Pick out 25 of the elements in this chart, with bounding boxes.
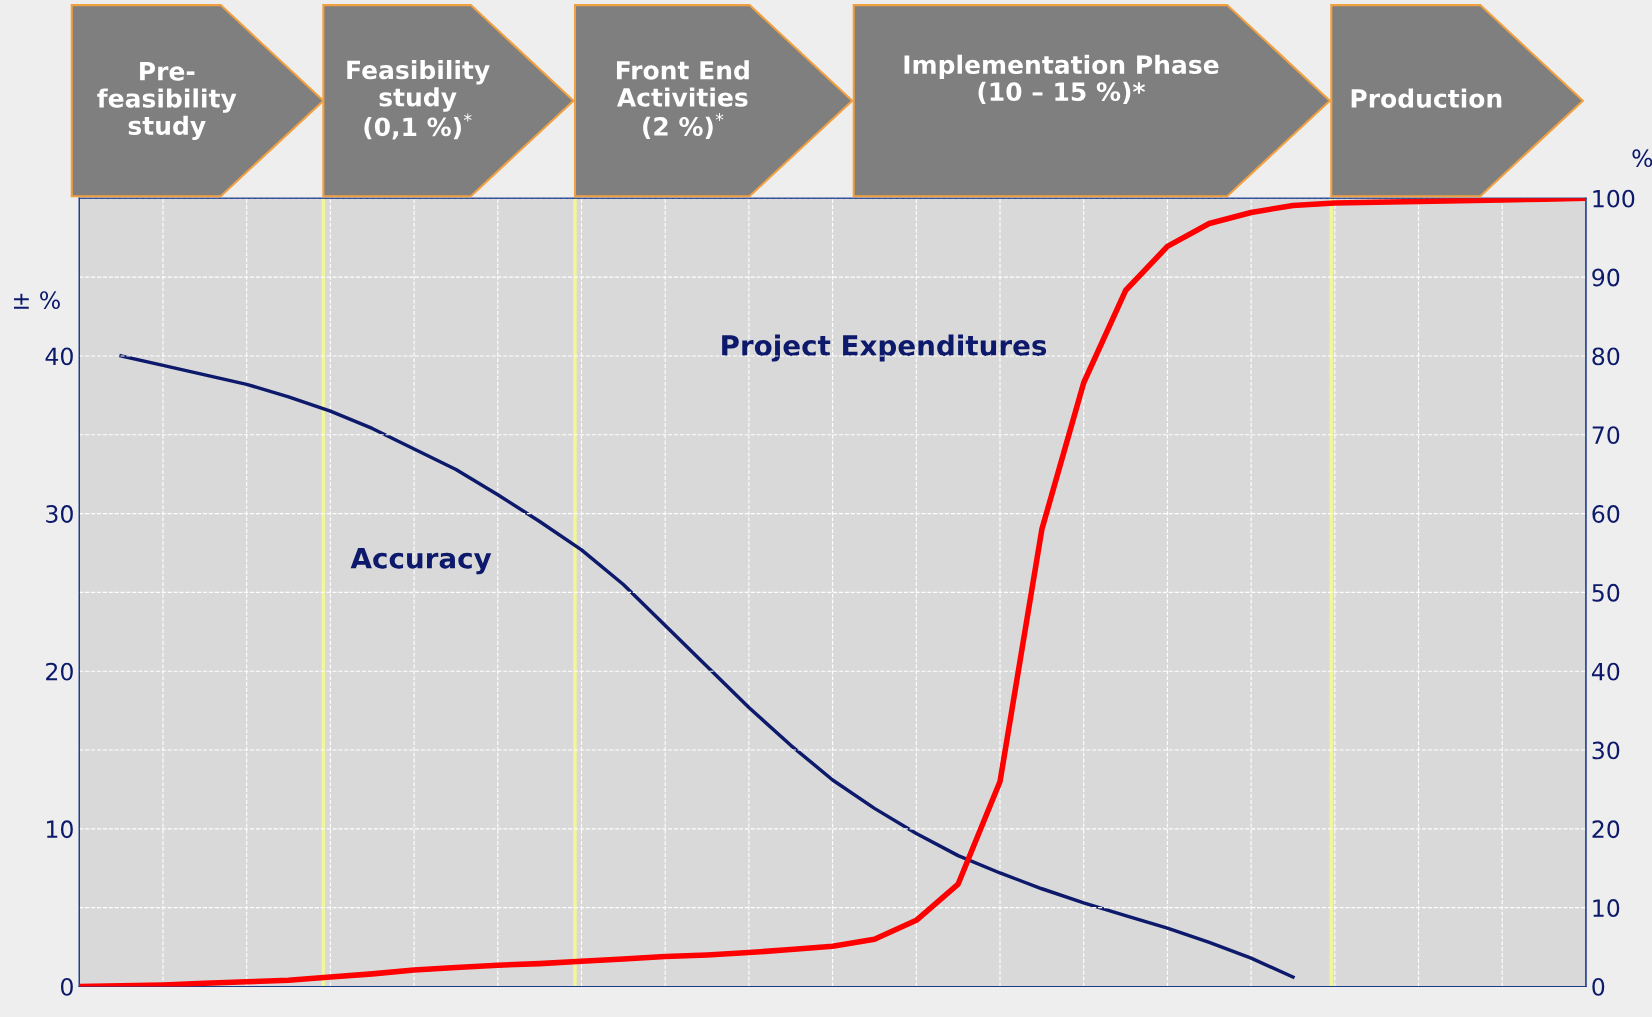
text: Front End Activities (2 %)$^{*}$ [616,60,749,139]
y2-tick-label: 30 [1592,741,1620,760]
y2-tick-label: 80 [1592,347,1620,366]
y2-tick-label: 90 [1592,268,1620,287]
text: Feasibility study (0,1 %)$^{*}$ [347,60,490,140]
y2-tick-label: 50 [1592,583,1620,602]
y2-tick-label: 60 [1592,505,1620,523]
series-label: Accuracy [350,548,492,575]
y-tick-label: 10 [46,820,73,839]
y2-tick-label: 100 [1593,189,1635,208]
y2-axis-title: % [1632,149,1652,168]
y2-tick-label: 0 [1592,977,1605,996]
y2-tick-label: 10 [1593,899,1620,917]
text: Pre- feasibility study [97,62,237,141]
text: Production [1351,88,1502,108]
series-label: Project Expenditures [722,334,1047,362]
y-tick-label: 30 [46,505,73,523]
y2-tick-label: 20 [1592,820,1620,839]
y2-tick-label: 40 [1591,662,1620,681]
y-tick-label: 40 [45,347,73,366]
y-tick-label: 20 [46,662,73,681]
y-axis-title: ± % [14,291,60,309]
y2-tick-label: 70 [1592,426,1620,445]
y-tick-label: 0 [60,977,73,996]
text: Implementation Phase (10 – 15 %)* [904,54,1219,105]
